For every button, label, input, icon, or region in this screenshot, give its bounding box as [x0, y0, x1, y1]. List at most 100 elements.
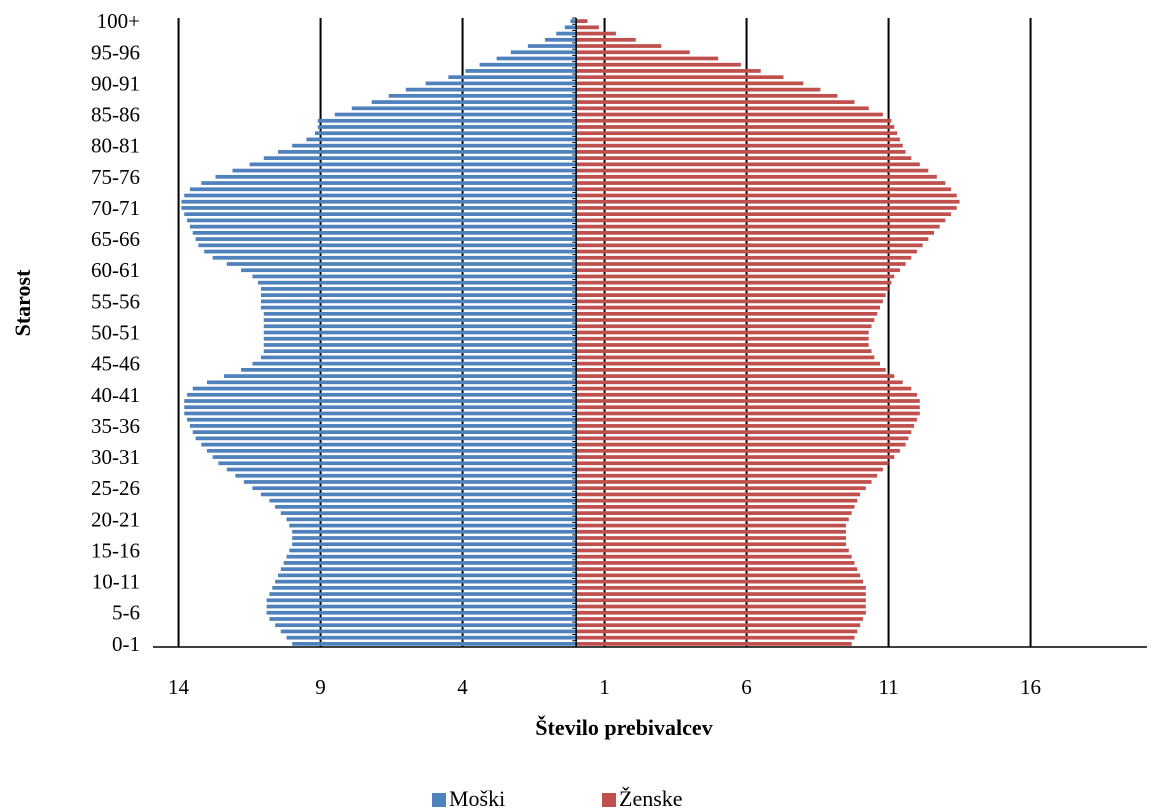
bar-moski	[479, 62, 577, 67]
bar-zenske	[576, 598, 866, 603]
bar-zenske	[576, 174, 937, 179]
bar-moski	[252, 486, 577, 491]
bar-zenske	[576, 486, 866, 491]
bar-zenske	[576, 511, 852, 515]
x-axis-title: Število prebivalcev	[535, 715, 712, 740]
bar-zenske	[576, 523, 846, 528]
bar-zenske	[576, 467, 883, 472]
bar-moski	[448, 75, 577, 80]
bar-moski	[263, 311, 577, 316]
y-tick-label: 40-41	[91, 383, 140, 407]
bar-zenske	[576, 112, 883, 117]
y-tick-label: 75-76	[91, 165, 140, 189]
bar-moski	[544, 37, 577, 42]
bar-moski	[286, 517, 577, 522]
bar-moski	[292, 642, 577, 646]
bar-zenske	[576, 262, 906, 266]
bar-moski	[260, 305, 577, 310]
bar-moski	[277, 150, 577, 154]
bar-moski	[181, 206, 577, 210]
bar-moski	[275, 579, 577, 584]
bar-zenske	[576, 642, 852, 646]
bar-zenske	[576, 199, 960, 204]
y-tick-label: 20-21	[91, 507, 140, 531]
bar-zenske	[576, 50, 690, 55]
bar-zenske	[576, 442, 906, 447]
bar-zenske	[576, 243, 923, 248]
x-tick-labels: 149416111621	[168, 675, 1041, 699]
y-axis-title: Starost	[10, 269, 35, 336]
bar-zenske	[576, 162, 920, 167]
bar-moski	[206, 380, 577, 385]
bar-moski	[527, 44, 577, 48]
bar-zenske	[576, 181, 946, 185]
bar-moski	[184, 193, 577, 198]
bar-moski	[258, 280, 577, 285]
bar-zenske	[576, 367, 886, 372]
bar-zenske	[576, 561, 855, 565]
bar-moski	[192, 386, 577, 391]
bar-zenske	[576, 480, 872, 484]
bar-moski	[187, 218, 577, 223]
legend: Moški Ženske	[432, 786, 683, 811]
bars	[181, 19, 960, 646]
bar-moski	[189, 187, 577, 192]
y-tick-label: 55-56	[91, 289, 140, 313]
bar-zenske	[576, 517, 849, 522]
bar-moski	[201, 442, 577, 447]
y-tick-label: 25-26	[91, 476, 140, 500]
bar-moski	[206, 448, 577, 453]
bar-zenske	[576, 150, 906, 154]
bar-zenske	[576, 237, 929, 241]
bar-moski	[405, 87, 577, 92]
bar-zenske	[576, 187, 952, 192]
bar-zenske	[576, 505, 855, 509]
bar-moski	[280, 567, 577, 572]
bar-zenske	[576, 156, 912, 160]
y-tick-label: 5-6	[112, 601, 140, 625]
bar-zenske	[576, 573, 861, 578]
bar-moski	[272, 585, 577, 590]
bar-moski	[351, 106, 577, 111]
bar-zenske	[576, 343, 869, 347]
bar-zenske	[576, 137, 900, 142]
bar-moski	[275, 505, 577, 509]
bar-zenske	[576, 25, 599, 30]
bar-zenske	[576, 31, 616, 36]
bar-zenske	[576, 311, 878, 316]
bar-zenske	[576, 361, 881, 366]
bar-moski	[564, 25, 577, 30]
bar-moski	[263, 330, 577, 335]
bar-zenske	[576, 529, 846, 534]
bar-zenske	[576, 392, 917, 397]
y-tick-label: 70-71	[91, 196, 140, 220]
bar-zenske	[576, 604, 866, 609]
bar-moski	[195, 436, 577, 441]
bar-zenske	[576, 405, 920, 410]
bar-moski	[269, 592, 577, 596]
bar-moski	[249, 162, 577, 167]
bar-zenske	[576, 81, 804, 86]
bar-moski	[465, 69, 577, 73]
x-tick-label: 16	[1020, 675, 1041, 699]
bar-moski	[204, 249, 577, 254]
bar-moski	[184, 411, 577, 416]
bar-moski	[269, 498, 577, 503]
bar-zenske	[576, 287, 889, 291]
bar-zenske	[576, 293, 886, 298]
bar-moski	[235, 473, 577, 478]
bar-moski	[263, 349, 577, 354]
bar-moski	[201, 181, 577, 185]
bar-zenske	[576, 542, 846, 547]
bar-zenske	[576, 548, 849, 553]
bar-moski	[266, 604, 577, 609]
y-tick-label: 95-96	[91, 40, 140, 64]
bar-zenske	[576, 355, 875, 360]
bar-zenske	[576, 131, 898, 136]
bar-zenske	[576, 336, 869, 341]
bar-zenske	[576, 206, 957, 210]
bar-zenske	[576, 37, 636, 42]
bar-moski	[280, 629, 577, 634]
y-tick-label: 30-31	[91, 445, 140, 469]
bar-moski	[252, 274, 577, 279]
